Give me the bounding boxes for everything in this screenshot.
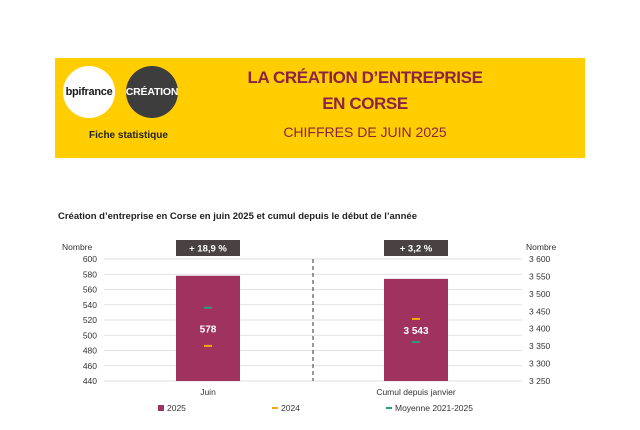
creation-logo: CRÉATION: [126, 66, 178, 118]
header-banner: bpifrance CRÉATION Fiche statistique LA …: [55, 58, 585, 158]
page-title-line2: EN CORSE: [322, 94, 408, 113]
right-axis-tick-label: 3 350: [529, 341, 551, 351]
left-axis-tick-label: 540: [83, 300, 97, 310]
bar-2025: [384, 278, 448, 381]
chart-title: Création d’entreprise en Corse en juin 2…: [58, 211, 417, 222]
right-axis-tick-label: 3 450: [529, 306, 551, 316]
left-axis-tick-label: 580: [83, 269, 97, 279]
right-axis-tick-label: 3 400: [529, 324, 551, 334]
left-axis-tick-label: 480: [83, 346, 97, 356]
left-axis-tick-label: 600: [83, 254, 97, 264]
evolution-badge: [176, 240, 240, 256]
bpifrance-logo: bpifrance: [63, 66, 115, 118]
right-axis-tick-label: 3 250: [529, 376, 551, 386]
bpifrance-logo-text: bpifrance: [65, 86, 113, 98]
right-axis-label: Nombre: [526, 242, 557, 252]
evolution-badge-text: + 3,2 %: [400, 244, 433, 255]
left-axis-label: Nombre: [62, 242, 93, 252]
legend-label-2024: 2024: [281, 403, 300, 413]
data-label: 578: [200, 324, 217, 335]
legend-label-moyenne: Moyenne 2021-2025: [395, 403, 473, 413]
category-label: Cumul depuis janvier: [376, 387, 456, 397]
right-axis-tick-label: 3 550: [529, 271, 551, 281]
left-axis-tick-label: 500: [83, 330, 97, 340]
page-title-line1: LA CRÉATION D’ENTREPRISE: [247, 68, 483, 87]
left-axis-tick-label: 440: [83, 376, 97, 386]
creation-logo-text: CRÉATION: [125, 86, 179, 98]
page-subtitle: CHIFFRES DE JUIN 2025: [283, 124, 447, 140]
left-axis-tick-label: 520: [83, 315, 97, 325]
left-axis-tick-label: 560: [83, 285, 97, 295]
legend-label-2025: 2025: [167, 403, 186, 413]
fiche-statistique-label: Fiche statistique: [89, 130, 168, 141]
evolution-badge-text: + 18,9 %: [189, 244, 227, 255]
data-label: 3 543: [403, 326, 428, 337]
category-label: Juin: [200, 387, 216, 397]
bar-2025: [176, 275, 240, 381]
right-axis-tick-label: 3 600: [529, 254, 551, 264]
right-axis-tick-label: 3 500: [529, 289, 551, 299]
left-axis-tick-label: 460: [83, 361, 97, 371]
right-axis-tick-label: 3 300: [529, 359, 551, 369]
evolution-badge: [384, 240, 448, 256]
legend-swatch-2025: [158, 405, 164, 411]
